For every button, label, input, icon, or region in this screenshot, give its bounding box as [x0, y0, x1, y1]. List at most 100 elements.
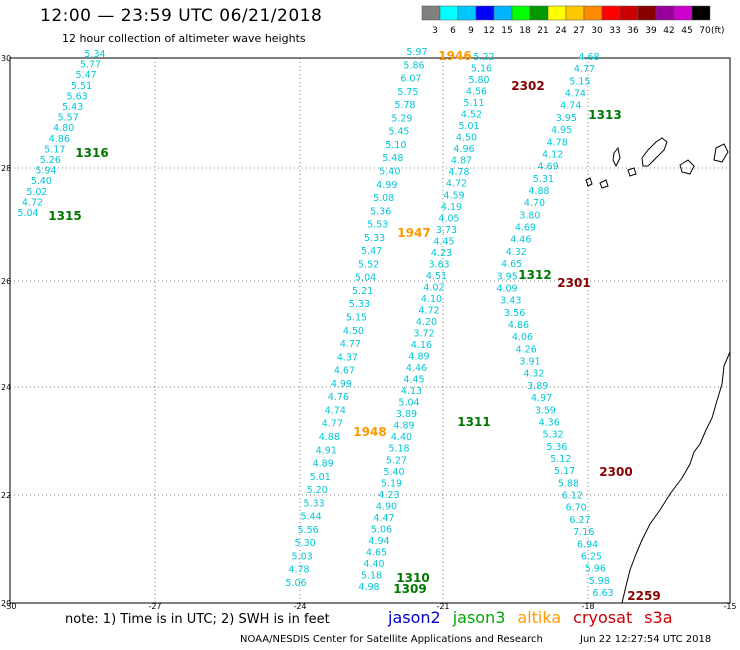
wave-height-label: 4.50 — [456, 133, 477, 144]
wave-height-label: 4.74 — [565, 89, 586, 100]
scale-tick-label: 70 — [699, 26, 711, 36]
wave-height-label: 4.68 — [578, 52, 599, 63]
wave-height-label: 5.01 — [458, 121, 479, 132]
wave-height-label: 6.25 — [581, 552, 602, 563]
wave-height-label: 4.40 — [363, 559, 384, 570]
wave-height-label: 6.27 — [569, 515, 590, 526]
wave-height-label: 5.33 — [364, 233, 385, 244]
wave-height-label: 5.18 — [388, 444, 409, 455]
wave-height-label: 5.51 — [71, 81, 92, 92]
canary-island-gomera — [627, 167, 637, 177]
canary-island-granc — [679, 159, 695, 175]
scale-tick-label: 42 — [663, 26, 674, 36]
wave-height-label: 5.52 — [358, 259, 379, 270]
wave-height-label: 4.78 — [448, 167, 469, 178]
pass-time-label: 1312 — [518, 268, 551, 282]
wave-height-label: 4.69 — [515, 223, 536, 234]
wave-height-label: 5.48 — [382, 153, 403, 164]
wave-height-label: 4.50 — [343, 326, 364, 337]
wave-height-label: 5.34 — [84, 49, 105, 60]
wave-height-label: 5.63 — [67, 91, 88, 102]
wave-height-label: 5.57 — [58, 113, 79, 124]
wave-height-label: 4.37 — [337, 352, 358, 363]
wave-height-label: 4.86 — [508, 320, 529, 331]
wave-height-label: 4.69 — [538, 162, 559, 173]
lat-label: 24 — [1, 383, 11, 392]
scale-tick-label: 33 — [609, 26, 620, 36]
wave-height-label: 3.59 — [535, 405, 556, 416]
wave-height-label: 4.76 — [328, 392, 349, 403]
color-scale: 3 6 9 12 15 18 21 24 27 30 33 36 39 42 45 70 (ft) — [421, 5, 725, 36]
wave-height-label: 4.80 — [53, 123, 74, 134]
wave-height-label: 3.89 — [527, 381, 548, 392]
legend-sat-s3a: s3a — [644, 608, 673, 627]
wave-height-label: 3.95 — [497, 271, 518, 282]
wave-height-label: 4.65 — [501, 259, 522, 270]
wave-height-label: 4.32 — [523, 369, 544, 380]
legend-sat-jason3: jason3 — [452, 608, 506, 627]
pass-time-label: 1311 — [457, 415, 490, 429]
wave-height-label: 4.67 — [334, 366, 355, 377]
wave-height-label: 5.22 — [473, 52, 494, 63]
wave-height-label: 4.89 — [313, 459, 334, 470]
wave-height-label: 4.77 — [574, 64, 595, 75]
scale-tick-label: 24 — [555, 26, 567, 36]
wave-height-label: 5.36 — [546, 442, 567, 453]
wave-height-label: 3.56 — [504, 308, 525, 319]
lon-label: -24 — [293, 602, 306, 610]
wave-height-label: 5.04 — [17, 208, 38, 219]
wave-height-label: 4.56 — [466, 87, 487, 98]
wave-height-label: 3.43 — [500, 296, 521, 307]
wave-height-label: 4.06 — [512, 332, 533, 343]
wave-height-label: 5.31 — [533, 174, 554, 185]
wave-height-label: 3.72 — [413, 329, 434, 340]
wave-height-label: 4.91 — [316, 445, 337, 456]
wave-height-label: 5.78 — [394, 100, 415, 111]
wave-height-label: 4.02 — [423, 282, 444, 293]
wave-height-label: 4.13 — [401, 386, 422, 397]
wave-height-label: 6.94 — [577, 539, 598, 550]
wave-height-label: 4.23 — [431, 248, 452, 259]
wave-height-label: 4.47 — [373, 513, 394, 524]
wave-height-label: 5.36 — [370, 206, 391, 217]
timestamp: Jun 22 12:27:54 UTC 2018 — [580, 634, 712, 645]
wave-height-label: 4.46 — [510, 235, 531, 246]
africa-coastline — [621, 351, 731, 604]
wave-height-label: 5.02 — [26, 187, 47, 198]
wave-height-label: 4.77 — [322, 419, 343, 430]
wave-height-label: 4.72 — [418, 306, 439, 317]
wave-height-label: 5.88 — [558, 478, 579, 489]
wave-height-label: 5.30 — [295, 538, 316, 549]
lat-label: 26 — [1, 277, 11, 286]
wave-height-label: 4.12 — [542, 150, 563, 161]
pass-time-label: 1948 — [353, 425, 386, 439]
wave-height-label: 6.70 — [566, 503, 587, 514]
credit-text: NOAA/NESDIS Center for Satellite Applica… — [240, 634, 543, 645]
canary-island-hierro — [599, 179, 609, 189]
wave-height-label: 4.19 — [441, 202, 462, 213]
pass-time-label: 1313 — [588, 108, 621, 122]
scale-tick-label: 27 — [573, 26, 584, 36]
wave-height-label: 5.19 — [381, 478, 402, 489]
wave-height-label: 5.01 — [310, 472, 331, 483]
wave-height-label: 4.72 — [446, 179, 467, 190]
wave-height-label: 5.96 — [585, 564, 606, 575]
wave-height-label: 4.89 — [408, 352, 429, 363]
wave-height-label: 5.40 — [379, 167, 400, 178]
wave-height-label: 4.52 — [461, 110, 482, 121]
wave-height-label: 5.03 — [292, 552, 313, 563]
wave-height-label: 5.47 — [361, 246, 382, 257]
wave-height-label: 4.10 — [421, 294, 442, 305]
wave-height-label: 5.04 — [398, 398, 419, 409]
canary-island-lapalma — [612, 146, 621, 168]
wave-height-label: 5.32 — [543, 430, 564, 441]
wave-height-label: 4.99 — [331, 379, 352, 390]
wave-height-label: 4.87 — [451, 156, 472, 167]
scale-tick-label: 39 — [645, 26, 657, 36]
wave-height-label: 4.70 — [524, 198, 545, 209]
wave-height-label: 5.10 — [385, 140, 406, 151]
lon-label: -15 — [723, 602, 736, 610]
pass-time-label: 1315 — [48, 209, 81, 223]
wave-height-label: 3.73 — [436, 225, 457, 236]
wave-height-label: 5.40 — [31, 176, 52, 187]
